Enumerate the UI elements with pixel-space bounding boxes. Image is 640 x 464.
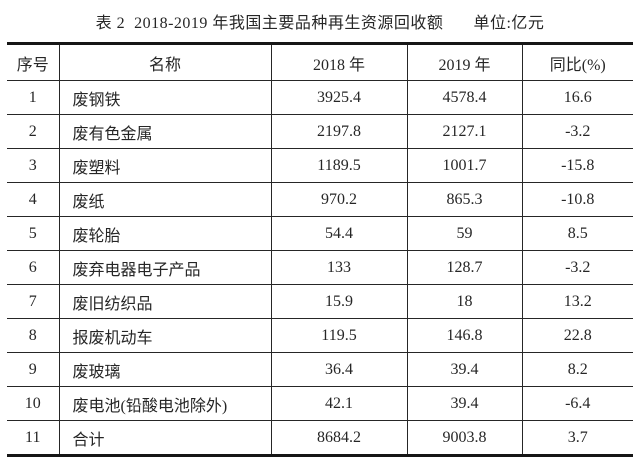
cell-index: 1 <box>7 80 60 115</box>
cell-yoy: -3.2 <box>521 250 633 285</box>
cell-name: 合计 <box>58 420 272 456</box>
table-row: 8 报废机动车 119.5 146.8 22.8 <box>7 318 633 353</box>
cell-name: 废纸 <box>58 182 272 217</box>
column-header-2018: 2018 年 <box>270 43 408 81</box>
cell-2018: 2197.8 <box>270 114 408 149</box>
cell-2019: 18 <box>406 284 523 319</box>
cell-name: 废电池(铅酸电池除外) <box>58 386 272 421</box>
cell-2018: 133 <box>270 250 408 285</box>
cell-2018: 54.4 <box>270 216 408 251</box>
cell-yoy: -10.8 <box>521 182 633 217</box>
cell-name: 废轮胎 <box>58 216 272 251</box>
cell-index: 3 <box>7 148 60 183</box>
cell-2018: 3925.4 <box>270 80 408 115</box>
cell-name: 报废机动车 <box>58 318 272 353</box>
cell-index: 7 <box>7 284 60 319</box>
cell-yoy: 13.2 <box>521 284 633 319</box>
cell-index: 10 <box>7 386 60 421</box>
cell-yoy: 22.8 <box>521 318 633 353</box>
cell-index: 8 <box>7 318 60 353</box>
cell-name: 废玻璃 <box>58 352 272 387</box>
table-row: 10 废电池(铅酸电池除外) 42.1 39.4 -6.4 <box>7 386 633 421</box>
column-header-2019: 2019 年 <box>406 43 523 81</box>
table-body: 1 废钢铁 3925.4 4578.4 16.6 2 废有色金属 2197.8 2127.1 -3… <box>7 80 633 456</box>
column-header-yoy: 同比(%) <box>521 43 633 81</box>
cell-2019: 146.8 <box>406 318 523 353</box>
table-row: 6 废弃电器电子产品 133 128.7 -3.2 <box>7 250 633 285</box>
cell-yoy: 8.2 <box>521 352 633 387</box>
header-row: 序号 名称 2018 年 2019 年 同比(%) <box>7 43 633 81</box>
table-row: 4 废纸 970.2 865.3 -10.8 <box>7 182 633 217</box>
cell-index: 4 <box>7 182 60 217</box>
cell-2019: 4578.4 <box>406 80 523 115</box>
column-header-name: 名称 <box>58 43 272 81</box>
column-header-index: 序号 <box>7 43 60 81</box>
table-row: 3 废塑料 1189.5 1001.7 -15.8 <box>7 148 633 183</box>
cell-2019: 865.3 <box>406 182 523 217</box>
cell-2019: 59 <box>406 216 523 251</box>
cell-yoy: 8.5 <box>521 216 633 251</box>
cell-index: 2 <box>7 114 60 149</box>
table-row: 5 废轮胎 54.4 59 8.5 <box>7 216 633 251</box>
table-row: 7 废旧纺织品 15.9 18 13.2 <box>7 284 633 319</box>
cell-2018: 8684.2 <box>270 420 408 456</box>
cell-name: 废旧纺织品 <box>58 284 272 319</box>
cell-2018: 36.4 <box>270 352 408 387</box>
cell-2019: 1001.7 <box>406 148 523 183</box>
cell-2019: 9003.8 <box>406 420 523 456</box>
cell-name: 废有色金属 <box>58 114 272 149</box>
unit-label: 单位:亿元 <box>473 15 545 32</box>
cell-yoy: 3.7 <box>521 420 633 456</box>
cell-2018: 970.2 <box>270 182 408 217</box>
cell-name: 废塑料 <box>58 148 272 183</box>
cell-index: 6 <box>7 250 60 285</box>
table-row: 1 废钢铁 3925.4 4578.4 16.6 <box>7 80 633 115</box>
cell-2019: 39.4 <box>406 386 523 421</box>
cell-2018: 15.9 <box>270 284 408 319</box>
cell-2018: 119.5 <box>270 318 408 353</box>
table-title: 表 2 2018-2019 年我国主要品种再生资源回收额 <box>95 15 444 32</box>
cell-2019: 2127.1 <box>406 114 523 149</box>
table-row: 11 合计 8684.2 9003.8 3.7 <box>7 420 633 456</box>
cell-2018: 42.1 <box>270 386 408 421</box>
table-caption: 表 2 2018-2019 年我国主要品种再生资源回收额 单位:亿元 <box>0 0 640 42</box>
data-table: 序号 名称 2018 年 2019 年 同比(%) 1 废钢铁 3925.4 4578… <box>7 42 633 457</box>
cell-name: 废钢铁 <box>58 80 272 115</box>
cell-yoy: -3.2 <box>521 114 633 149</box>
cell-yoy: -15.8 <box>521 148 633 183</box>
cell-name: 废弃电器电子产品 <box>58 250 272 285</box>
cell-index: 5 <box>7 216 60 251</box>
cell-2018: 1189.5 <box>270 148 408 183</box>
table-row: 9 废玻璃 36.4 39.4 8.2 <box>7 352 633 387</box>
cell-yoy: 16.6 <box>521 80 633 115</box>
cell-yoy: -6.4 <box>521 386 633 421</box>
table-row: 2 废有色金属 2197.8 2127.1 -3.2 <box>7 114 633 149</box>
cell-2019: 39.4 <box>406 352 523 387</box>
cell-index: 11 <box>7 420 60 456</box>
cell-index: 9 <box>7 352 60 387</box>
cell-2019: 128.7 <box>406 250 523 285</box>
